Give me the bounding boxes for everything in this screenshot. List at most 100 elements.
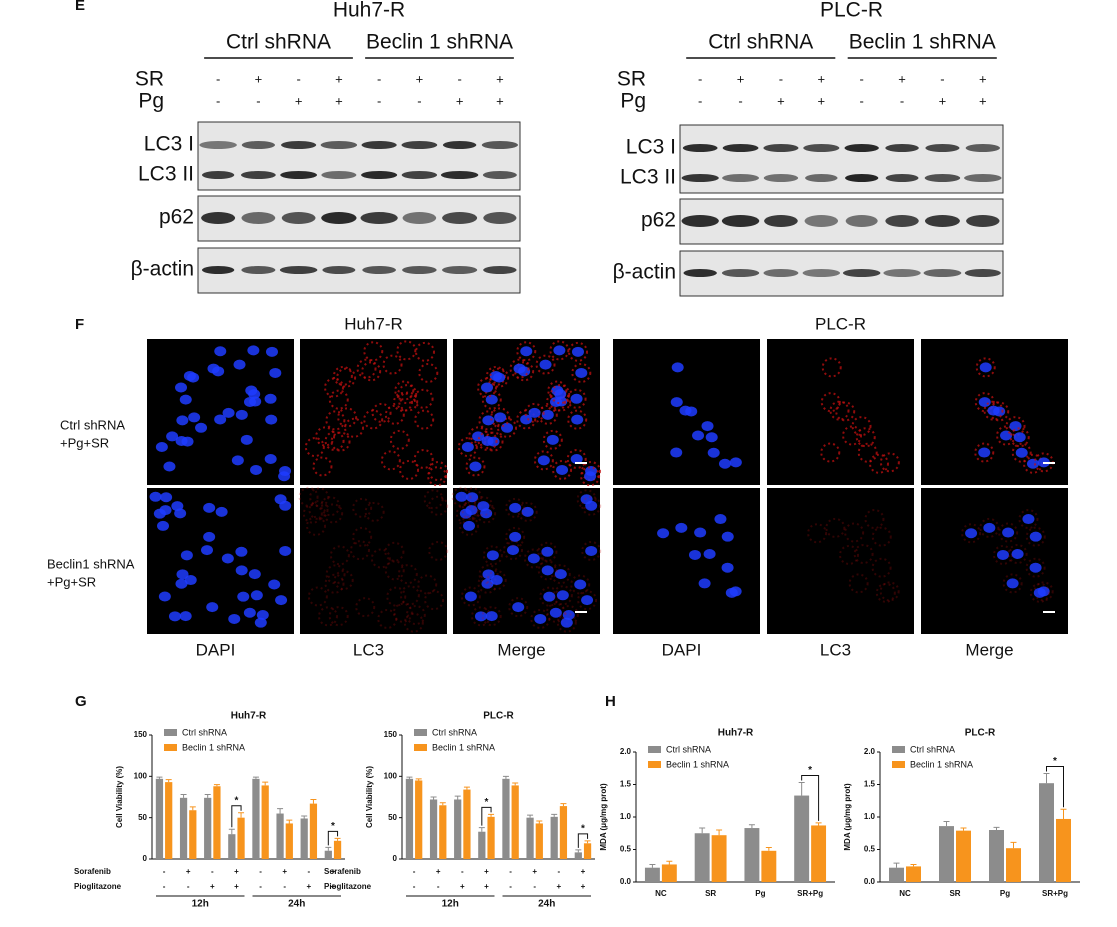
bar bbox=[309, 803, 318, 859]
treatment-sign: - bbox=[698, 71, 702, 86]
lc3-signal bbox=[530, 608, 551, 629]
nucleus bbox=[550, 396, 563, 407]
nucleus bbox=[184, 575, 197, 586]
lc3-signal bbox=[524, 402, 545, 423]
nucleus bbox=[537, 455, 550, 466]
lc3-signal bbox=[829, 400, 850, 421]
y-tick-label: 100 bbox=[384, 771, 398, 780]
micrograph bbox=[300, 488, 447, 634]
nucleus bbox=[481, 578, 494, 589]
lc3-signal bbox=[550, 564, 571, 585]
nucleus bbox=[279, 500, 292, 511]
x-row-sign: - bbox=[461, 867, 464, 876]
nucleus bbox=[264, 453, 277, 464]
nucleus bbox=[231, 455, 244, 466]
blot-membrane bbox=[197, 121, 521, 191]
error-bar bbox=[748, 824, 755, 829]
lc3-signal bbox=[308, 500, 329, 521]
significance-label: * bbox=[581, 823, 585, 834]
protein-band bbox=[885, 144, 919, 152]
row-label: Ctrl shRNA bbox=[60, 417, 125, 432]
legend-label: Beclin 1 shRNA bbox=[182, 742, 245, 752]
lc3-signal bbox=[384, 541, 405, 562]
error-bar bbox=[649, 863, 656, 868]
lc3-signal bbox=[414, 341, 435, 362]
y-tick-label: 1.0 bbox=[864, 812, 876, 821]
bar bbox=[1006, 848, 1021, 882]
x-row-sign: + bbox=[282, 867, 287, 876]
nucleus bbox=[541, 546, 554, 557]
error-bar bbox=[943, 821, 950, 827]
error-bar bbox=[252, 776, 259, 779]
protein-band bbox=[965, 144, 1000, 152]
nucleus bbox=[978, 447, 991, 458]
nucleus bbox=[1011, 549, 1024, 560]
y-tick-label: 50 bbox=[138, 813, 147, 822]
x-row-sign: - bbox=[533, 882, 536, 891]
lc3-signal bbox=[552, 585, 573, 606]
nucleus bbox=[235, 409, 248, 420]
lc3-signal bbox=[961, 523, 982, 544]
nucleus bbox=[168, 611, 181, 622]
lc3-signal bbox=[459, 515, 480, 536]
nucleus bbox=[203, 502, 216, 513]
nucleus bbox=[585, 500, 598, 511]
treatment-sign: - bbox=[256, 93, 260, 108]
lc3-signal bbox=[460, 586, 481, 607]
lc3-signal bbox=[571, 362, 592, 383]
y-axis-label: MDA (μg/mg prot) bbox=[599, 783, 608, 851]
lc3-signal bbox=[1005, 416, 1026, 437]
error-bar bbox=[512, 782, 519, 786]
lc3-signal bbox=[580, 466, 601, 487]
protein-band bbox=[683, 269, 717, 277]
legend-swatch bbox=[892, 761, 905, 768]
lc3-signal bbox=[868, 453, 889, 474]
nucleus bbox=[159, 505, 172, 516]
row-label: Beclin1 shRNA bbox=[47, 556, 135, 571]
bar bbox=[583, 843, 592, 859]
treatment-sign: + bbox=[335, 71, 343, 86]
lc3-signal bbox=[393, 391, 414, 412]
error-bar bbox=[180, 794, 187, 798]
treatment-sign: + bbox=[777, 93, 785, 108]
protein-band bbox=[483, 266, 517, 274]
x-tick-label: SR bbox=[705, 889, 716, 898]
protein-band bbox=[722, 144, 759, 152]
error-bar bbox=[301, 815, 308, 819]
band-label: β-actin bbox=[613, 261, 676, 284]
nucleus bbox=[1033, 587, 1046, 598]
nucleus bbox=[200, 545, 213, 556]
nucleus bbox=[179, 611, 192, 622]
group-label: 12h bbox=[192, 899, 209, 910]
protein-band bbox=[201, 266, 235, 274]
lc3-signal bbox=[428, 495, 449, 516]
nucleus bbox=[520, 346, 533, 357]
lc3-signal bbox=[1007, 544, 1028, 565]
treatment-sign: - bbox=[377, 71, 381, 86]
nucleus bbox=[469, 461, 482, 472]
lc3-signal bbox=[352, 526, 373, 547]
y-tick-label: 100 bbox=[134, 771, 148, 780]
lc3-signal bbox=[392, 602, 413, 623]
treatment-sign: + bbox=[496, 93, 504, 108]
lc3-signal bbox=[567, 409, 588, 430]
channel-label: DAPI bbox=[196, 640, 236, 659]
nucleus bbox=[222, 407, 235, 418]
bar bbox=[189, 810, 197, 859]
nucleus bbox=[996, 549, 1009, 560]
lc3-signal bbox=[505, 526, 526, 547]
nucleus bbox=[158, 591, 171, 602]
nucleus bbox=[670, 447, 683, 458]
nucleus bbox=[175, 435, 188, 446]
legend-swatch bbox=[164, 729, 177, 736]
blot-title: PLC-R bbox=[820, 0, 883, 22]
nucleus bbox=[175, 382, 188, 393]
x-row-sign: + bbox=[484, 867, 489, 876]
nucleus bbox=[506, 545, 519, 556]
bar bbox=[559, 806, 568, 859]
bar bbox=[415, 780, 423, 859]
x-row-sign: - bbox=[509, 867, 512, 876]
bar bbox=[744, 828, 760, 882]
protein-band bbox=[722, 174, 760, 182]
lc3-signal bbox=[399, 459, 420, 480]
